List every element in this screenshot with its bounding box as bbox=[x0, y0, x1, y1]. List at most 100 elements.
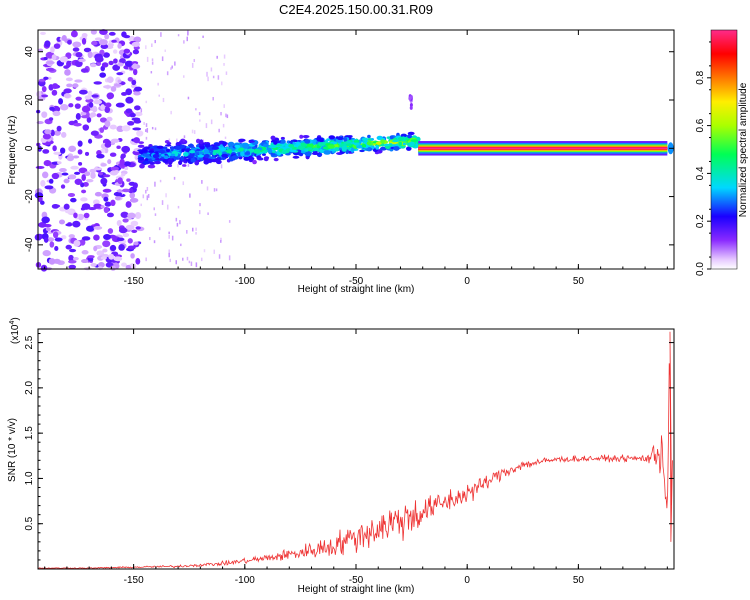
spectrogram-cell bbox=[175, 217, 178, 222]
spectrogram-cell bbox=[97, 266, 103, 271]
spectrogram-cell bbox=[167, 158, 174, 164]
spectrogram-cell bbox=[87, 90, 93, 97]
spectrogram-cell bbox=[89, 168, 97, 173]
spectrogram-cell bbox=[60, 104, 69, 111]
snr-xtick-label: 50 bbox=[573, 575, 585, 586]
spectrogram-cell bbox=[182, 257, 184, 261]
spectrogram-cell bbox=[90, 262, 97, 267]
colorbar-tick-label: 0.2 bbox=[695, 214, 706, 228]
spectrogram-cell bbox=[51, 89, 58, 96]
spectrogram-cell bbox=[125, 96, 134, 104]
spectrogram-cell bbox=[127, 76, 134, 82]
spectrogram-cell bbox=[187, 164, 190, 167]
spectrogram-cell bbox=[54, 237, 63, 242]
spectrogram-cell bbox=[122, 188, 130, 193]
snr-ytick-label: 2.5 bbox=[24, 335, 35, 349]
spectrogram-cell bbox=[177, 34, 180, 37]
snr-ytick-label: 1.0 bbox=[24, 471, 35, 485]
spectrogram-cell bbox=[107, 228, 114, 234]
spectrogram-cell bbox=[195, 108, 197, 111]
spectrogram-cell bbox=[253, 149, 261, 154]
spectrogram-cell bbox=[220, 164, 223, 169]
spectrogram-cell bbox=[183, 40, 185, 44]
spectrogram-cell bbox=[183, 75, 185, 78]
spectrogram-cell bbox=[302, 135, 310, 139]
spectrogram-cell bbox=[132, 63, 138, 70]
spectrogram-cell bbox=[122, 218, 129, 223]
colorbar-tick-label: 0.8 bbox=[695, 70, 706, 84]
snr-series-line bbox=[37, 331, 673, 570]
spectrogram-cell bbox=[176, 138, 178, 144]
spectrogram-cell bbox=[93, 234, 100, 241]
colorbar-tick-label: 0.6 bbox=[695, 118, 706, 132]
spectrogram-cell bbox=[170, 153, 176, 157]
spectrogram-cell bbox=[307, 144, 313, 148]
spectrogram-cell bbox=[151, 61, 154, 65]
spectrogram-cell bbox=[151, 126, 154, 130]
spectrogram-cell bbox=[234, 144, 241, 149]
spectrogram-cell bbox=[106, 116, 113, 122]
spectrogram-cell bbox=[50, 129, 55, 137]
spectrogram-cell bbox=[145, 45, 147, 50]
spectrogram-cell bbox=[110, 138, 120, 143]
spectrogram-cell bbox=[112, 49, 118, 54]
spectrogram-cell bbox=[179, 220, 181, 225]
spectrogram-cell bbox=[341, 145, 347, 150]
spectrogram-cell bbox=[168, 249, 170, 254]
spectrogram-cell bbox=[93, 167, 103, 171]
spectrogram-cell bbox=[334, 147, 340, 152]
spectrogram-cell bbox=[56, 125, 62, 132]
spectrogram-cell bbox=[149, 236, 151, 241]
spectrogram-cell bbox=[288, 143, 295, 148]
spectrogram-cell bbox=[92, 199, 100, 205]
spectrogram-cell bbox=[183, 151, 189, 157]
spectrogram-cell bbox=[67, 192, 76, 197]
spectrogram-cell bbox=[99, 29, 108, 35]
spectrogram-cell bbox=[181, 148, 185, 153]
spectrogram-cell bbox=[397, 136, 404, 141]
spectrogram-cell bbox=[79, 239, 86, 246]
spectrogram-cell bbox=[353, 139, 360, 143]
spectrogram-cell bbox=[173, 176, 176, 180]
spectrogram-cell bbox=[195, 138, 201, 144]
spectrogram-cell bbox=[42, 133, 51, 140]
spectrogram-cell bbox=[103, 206, 109, 214]
spectrogram-cell bbox=[103, 196, 109, 202]
spectrogram-cell bbox=[63, 88, 72, 94]
spectrogram-cell bbox=[106, 92, 115, 100]
spectrogram-cell bbox=[400, 133, 407, 138]
spectrogram-cell bbox=[67, 39, 72, 45]
spectrogram-cell bbox=[148, 150, 155, 153]
spectrogram-cell bbox=[134, 111, 143, 117]
spectrogram-cell bbox=[217, 75, 220, 80]
spectrogram-cell bbox=[60, 184, 66, 189]
spectrogram-axes: -150 -100 -50 0 50 -40 -20 0 20 40 bbox=[24, 30, 674, 287]
spectrogram-cell bbox=[132, 127, 142, 131]
spectrogram-cell bbox=[90, 130, 99, 136]
spectrogram-cell bbox=[97, 262, 105, 268]
spectrogram-cell bbox=[99, 117, 107, 123]
snr-ylabel: SNR (10 * v/v) bbox=[7, 418, 18, 482]
spectrogram-cell bbox=[146, 187, 149, 191]
spectrogram-cell bbox=[40, 264, 48, 272]
spectrogram-cell bbox=[82, 181, 89, 187]
snr-xtick-label: -150 bbox=[124, 575, 144, 586]
spectrogram-cell bbox=[40, 31, 46, 35]
spectrogram-cell bbox=[93, 81, 102, 85]
spectrogram-cell bbox=[215, 159, 222, 165]
spectrogram-cell bbox=[220, 81, 223, 86]
spectrogram-cell bbox=[73, 212, 78, 219]
spectrogram-cell bbox=[100, 177, 108, 185]
spectrogram-cell bbox=[158, 227, 161, 231]
snr-xlabel: Height of straight line (km) bbox=[298, 584, 415, 595]
spectrogram-cell bbox=[238, 138, 246, 142]
spectrogram-cell bbox=[350, 148, 355, 153]
spectrogram-cell bbox=[226, 143, 228, 148]
spectrogram-cell bbox=[346, 143, 352, 147]
spectrogram-cell bbox=[93, 245, 98, 252]
spectrogram-cell bbox=[85, 225, 95, 232]
spectrogram-cell bbox=[38, 221, 47, 228]
spectrogram-cell bbox=[161, 200, 164, 205]
spectrogram-panel: -150 -100 -50 0 50 -40 -20 0 20 40 Height of stra… bbox=[7, 29, 675, 295]
spectrogram-cell bbox=[117, 62, 124, 67]
